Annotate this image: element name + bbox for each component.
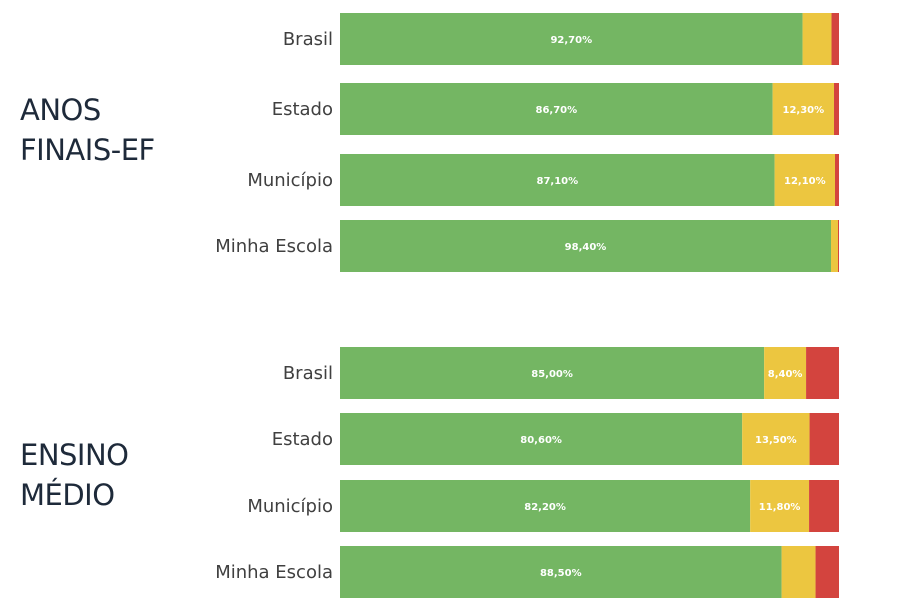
- bar-segment: [809, 480, 839, 532]
- section-title-ensino-medio: ENSINO MÉDIO: [20, 438, 129, 512]
- bar-segment: [781, 546, 816, 598]
- bar-segment: [340, 480, 751, 532]
- bar-segment: [340, 13, 803, 65]
- category-label: Minha Escola: [215, 562, 333, 583]
- bar-segment: [340, 546, 782, 598]
- chart-group-1: Brasil 85,00% 8,40% Estado 80,60% 13,50% Munic…: [215, 347, 839, 598]
- bar-segment: [809, 413, 839, 465]
- bar-segment: [742, 413, 810, 465]
- bar-segment: [815, 546, 839, 598]
- category-label: Estado: [272, 429, 333, 450]
- category-label: Estado: [272, 99, 333, 120]
- bar-segment: [806, 347, 839, 399]
- section-title-anos-finais: ANOS FINAIS-EF: [20, 93, 155, 167]
- data-label: 87,10%: [536, 176, 578, 187]
- data-label: 98,40%: [565, 242, 607, 253]
- data-label: 80,60%: [520, 435, 562, 446]
- data-label: 88,50%: [540, 568, 582, 579]
- bar-segment: [774, 154, 836, 206]
- bar-segment: [802, 13, 832, 65]
- category-label: Município: [247, 170, 333, 191]
- chart-group-0: Brasil 92,70% Estado 86,70% 12,30% Município 8…: [215, 13, 839, 272]
- data-label: 13,50%: [755, 435, 797, 446]
- category-label: Município: [247, 496, 333, 517]
- data-label: 12,10%: [784, 176, 826, 187]
- bar-segment: [750, 480, 810, 532]
- data-label: 85,00%: [531, 369, 573, 380]
- bar-segment: [835, 154, 839, 206]
- data-label: 86,70%: [535, 105, 577, 116]
- data-label: 92,70%: [550, 35, 592, 46]
- bar-segment: [340, 83, 773, 135]
- category-label: Brasil: [283, 363, 333, 384]
- data-label: 11,80%: [759, 502, 801, 513]
- bar-segment: [772, 83, 835, 135]
- bar-segment: [764, 347, 807, 399]
- data-label: 8,40%: [768, 369, 803, 380]
- bar-segment: [340, 154, 775, 206]
- bar-segment: [831, 13, 839, 65]
- bar-segment: [340, 413, 743, 465]
- bar-segment: [834, 83, 839, 135]
- bar-segment: [831, 220, 839, 272]
- bar-segment: [340, 220, 832, 272]
- category-label: Brasil: [283, 29, 333, 50]
- data-label: 82,20%: [524, 502, 566, 513]
- category-label: Minha Escola: [215, 236, 333, 257]
- bar-segment: [340, 347, 765, 399]
- bar-segment: [838, 220, 839, 272]
- data-label: 12,30%: [782, 105, 824, 116]
